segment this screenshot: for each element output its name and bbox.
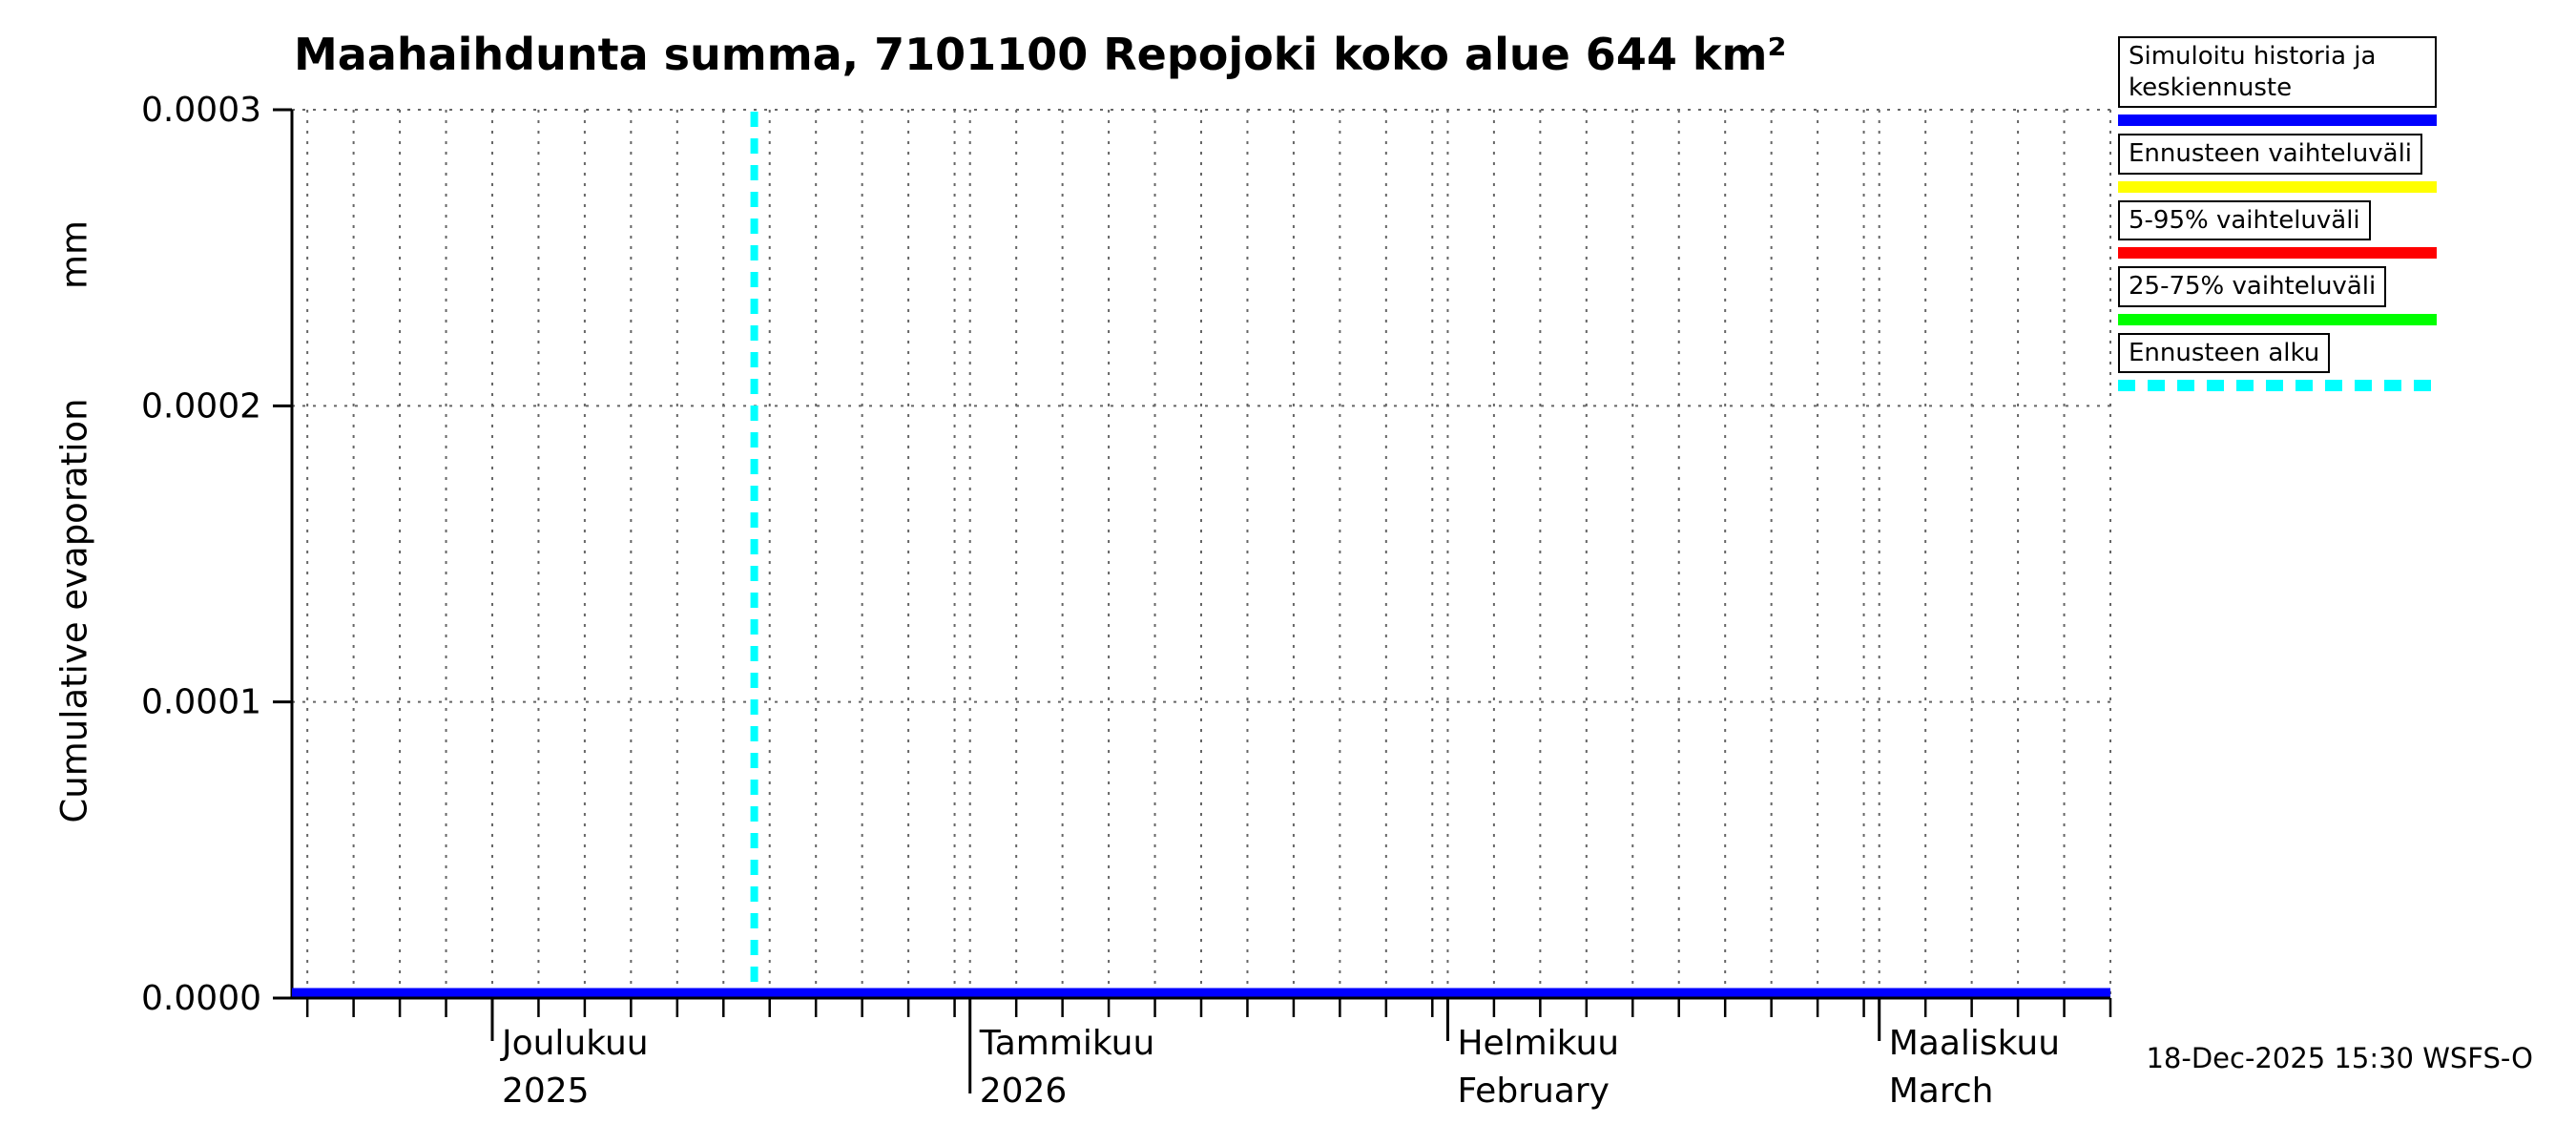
- legend-item: Ennusteen alku: [2118, 332, 2442, 391]
- legend-swatch: [2118, 313, 2437, 325]
- y-tick-label: 0.0000: [141, 979, 261, 1018]
- legend-label: Ennusteen vaihteluväli: [2118, 134, 2423, 175]
- legend-label: Simuloitu historia ja keskiennuste: [2118, 36, 2437, 108]
- month-sublabel: February: [1457, 1072, 1610, 1111]
- legend: Simuloitu historia ja keskiennuste Ennust…: [2118, 36, 2442, 399]
- month-sublabel: 2026: [980, 1072, 1068, 1111]
- legend-item: Ennusteen vaihteluväli: [2118, 134, 2442, 193]
- legend-item: 25-75% vaihteluväli: [2118, 266, 2442, 325]
- legend-item: Simuloitu historia ja keskiennuste: [2118, 36, 2442, 126]
- legend-label: 5-95% vaihteluväli: [2118, 199, 2371, 240]
- y-tick-label: 0.0002: [141, 386, 261, 426]
- y-axis-unit-label: mm: [53, 219, 95, 290]
- legend-swatch: [2118, 114, 2437, 126]
- month-label: Maaliskuu: [1889, 1024, 2060, 1063]
- legend-swatch: [2118, 247, 2437, 259]
- month-sublabel: March: [1889, 1072, 1994, 1111]
- legend-item: 5-95% vaihteluväli: [2118, 199, 2442, 259]
- legend-label: 25-75% vaihteluväli: [2118, 266, 2387, 307]
- timestamp: 18-Dec-2025 15:30 WSFS-O: [2146, 1042, 2533, 1074]
- month-sublabel: 2025: [502, 1072, 590, 1111]
- legend-swatch: [2118, 180, 2437, 193]
- chart-title: Maahaihdunta summa, 7101100 Repojoki kok…: [294, 29, 1787, 80]
- month-label: Tammikuu: [979, 1024, 1155, 1063]
- legend-label: Ennusteen alku: [2118, 332, 2331, 373]
- y-axis-label: Cumulative evaporation: [53, 398, 95, 823]
- y-tick-label: 0.0003: [141, 91, 261, 130]
- legend-swatch: [2118, 380, 2437, 391]
- month-label: Helmikuu: [1457, 1024, 1619, 1063]
- y-tick-label: 0.0001: [141, 683, 261, 722]
- month-label: Joulukuu: [500, 1024, 649, 1063]
